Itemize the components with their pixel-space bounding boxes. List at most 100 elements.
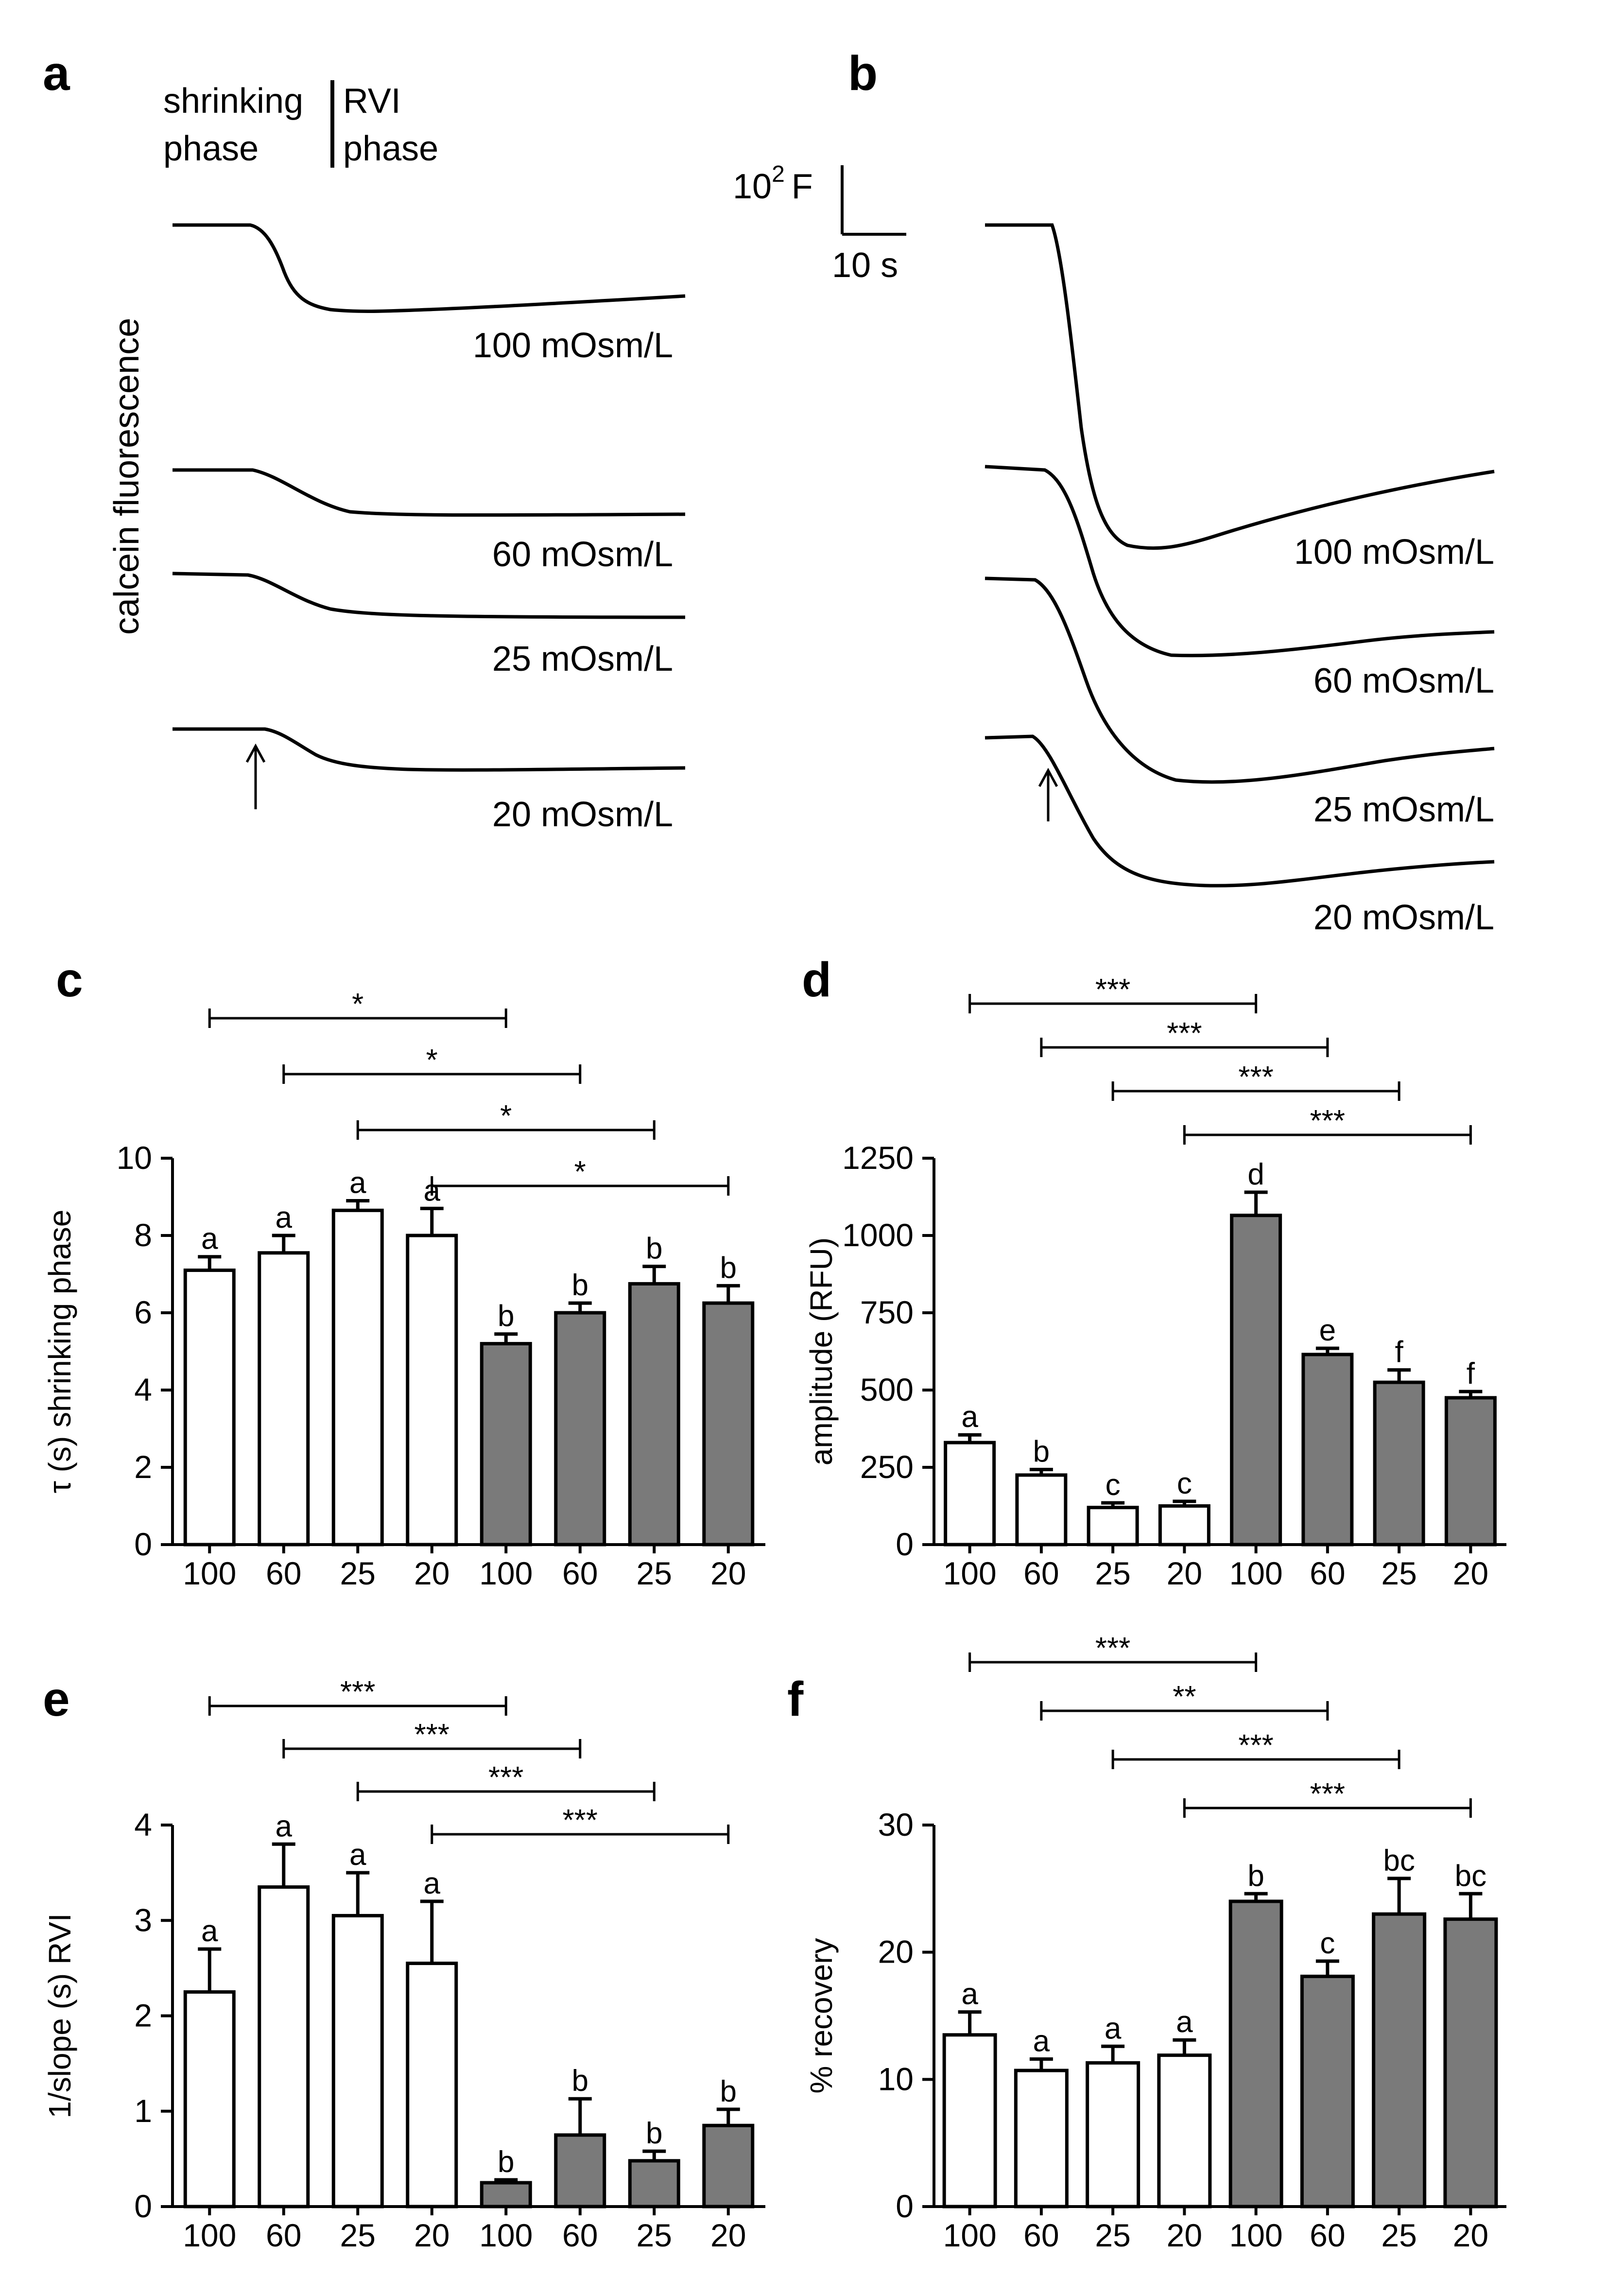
y-tick-label: 30 bbox=[878, 1807, 914, 1843]
sig-label: *** bbox=[1095, 973, 1130, 1007]
y-axis-title: τ (s) shrinking phase bbox=[42, 1210, 77, 1494]
trace-a-60 bbox=[173, 468, 686, 517]
trace-a-100 bbox=[173, 223, 686, 313]
x-tick-label: 20 bbox=[1453, 1555, 1488, 1591]
bar bbox=[702, 2123, 755, 2209]
bar bbox=[1373, 1380, 1425, 1547]
chart-e: 0 1 2 3 4 1/slope (s) RVI a 100 a 60 a 25 a 20 b 100 b 60… bbox=[42, 1675, 765, 2253]
bar-letter: a bbox=[349, 1166, 366, 1200]
bar-letter: b bbox=[498, 1300, 514, 1333]
bar bbox=[554, 1311, 606, 1547]
x-tick-label: 60 bbox=[562, 2217, 598, 2253]
bar bbox=[1443, 1917, 1498, 2209]
x-tick-label: 100 bbox=[1229, 1555, 1283, 1591]
bar-letter: e bbox=[1319, 1314, 1336, 1347]
bar-letter: a bbox=[961, 1978, 978, 2011]
bar-letter: b bbox=[646, 1232, 662, 1266]
sig-label: *** bbox=[488, 1761, 523, 1794]
trace-b-100 bbox=[985, 223, 1495, 550]
x-tick-label: 20 bbox=[1453, 2217, 1488, 2253]
bar-letter: a bbox=[276, 1201, 293, 1235]
bar-letter: f bbox=[1467, 1357, 1475, 1391]
x-tick-label: 20 bbox=[710, 2217, 746, 2253]
bar bbox=[1300, 1974, 1355, 2209]
bar-letter: b bbox=[1033, 1435, 1050, 1468]
bar bbox=[942, 2033, 997, 2209]
x-tick-label: 25 bbox=[1095, 1555, 1130, 1591]
bar-letter: f bbox=[1395, 1336, 1404, 1369]
bar bbox=[331, 1913, 384, 2209]
y-tick-label: 1250 bbox=[842, 1140, 914, 1176]
x-tick-label: 60 bbox=[1023, 2217, 1059, 2253]
x-tick-label: 60 bbox=[1310, 2217, 1345, 2253]
bar-letter: a bbox=[349, 1838, 366, 1872]
phase-left-line2: phase bbox=[163, 129, 259, 168]
panel-b: b 102 F 10 s 100 mOsm/L 60 mOsm/L 25 mOsm… bbox=[733, 46, 1495, 937]
bar bbox=[1228, 1899, 1283, 2209]
panel-e-letter: e bbox=[43, 1672, 70, 1726]
x-tick-label: 60 bbox=[266, 1555, 301, 1591]
sig-label: *** bbox=[1310, 1777, 1345, 1811]
x-tick-label: 100 bbox=[1229, 2217, 1283, 2253]
bar bbox=[628, 1282, 680, 1547]
sig-label: * bbox=[500, 1099, 512, 1133]
sig-label: * bbox=[574, 1155, 586, 1189]
bar bbox=[258, 1251, 310, 1547]
sig-label: * bbox=[352, 988, 363, 1021]
x-tick-label: 25 bbox=[637, 1555, 672, 1591]
y-tick-label: 8 bbox=[134, 1217, 152, 1253]
trace-b-25 bbox=[985, 576, 1495, 784]
y-tick-label: 0 bbox=[134, 2188, 152, 2224]
x-tick-label: 100 bbox=[183, 2217, 236, 2253]
panel-c-letter: c bbox=[56, 953, 83, 1007]
y-tick-label: 20 bbox=[878, 1934, 914, 1970]
x-tick-label: 25 bbox=[340, 1555, 376, 1591]
scale-bar-base: 10 bbox=[733, 167, 772, 206]
bar bbox=[944, 1441, 996, 1547]
bar-letter: c bbox=[1320, 1927, 1335, 1960]
y-tick-label: 3 bbox=[134, 1902, 152, 1938]
panel-f-letter: f bbox=[787, 1672, 804, 1726]
x-tick-label: 25 bbox=[340, 2217, 376, 2253]
sig-label: *** bbox=[1238, 1061, 1273, 1094]
y-tick-label: 750 bbox=[860, 1294, 914, 1330]
phase-right-line1: RVI bbox=[343, 82, 401, 121]
bar bbox=[1015, 1473, 1068, 1547]
y-tick-label: 500 bbox=[860, 1372, 914, 1408]
x-tick-label: 100 bbox=[183, 1555, 236, 1591]
bar-letter: c bbox=[1177, 1467, 1192, 1500]
bar bbox=[331, 1208, 384, 1547]
sig-label: *** bbox=[1167, 1017, 1202, 1050]
x-tick-label: 60 bbox=[1310, 1555, 1345, 1591]
bar-letter: b bbox=[720, 2075, 737, 2108]
x-tick-label: 60 bbox=[266, 2217, 301, 2253]
y-axis-title: % recovery bbox=[804, 1938, 839, 2093]
bar bbox=[406, 1234, 458, 1547]
sig-label: *** bbox=[340, 1675, 375, 1709]
x-tick-label: 25 bbox=[1095, 2217, 1130, 2253]
bar bbox=[1158, 1504, 1210, 1547]
phase-right-line2: phase bbox=[343, 129, 438, 168]
trace-a-25-label: 25 mOsm/L bbox=[492, 640, 673, 678]
bar-letter: a bbox=[201, 1222, 218, 1256]
bar-letter: bc bbox=[1455, 1859, 1486, 1893]
trace-a-100-label: 100 mOsm/L bbox=[473, 326, 673, 365]
sig-label: *** bbox=[1238, 1729, 1273, 1762]
panel-d-letter: d bbox=[802, 953, 831, 1007]
panel-a-letter: a bbox=[43, 46, 70, 101]
x-tick-label: 20 bbox=[710, 1555, 746, 1591]
x-tick-label: 25 bbox=[637, 2217, 672, 2253]
x-tick-label: 100 bbox=[479, 1555, 533, 1591]
bar-letter: a bbox=[1033, 2024, 1050, 2058]
panel-a: a shrinking phase RVI phase calcein fluo… bbox=[43, 46, 686, 834]
y-tick-label: 1000 bbox=[842, 1217, 914, 1253]
panel-a-ylabel: calcein fluorescence bbox=[107, 318, 146, 635]
bar-letter: d bbox=[1247, 1158, 1264, 1191]
y-tick-label: 10 bbox=[878, 2061, 914, 2097]
scale-bar-unit: F bbox=[792, 167, 813, 206]
bar bbox=[183, 1990, 236, 2209]
x-tick-label: 25 bbox=[1381, 1555, 1417, 1591]
x-tick-label: 60 bbox=[562, 1555, 598, 1591]
chart-f: 0 10 20 30 % recovery a 100 a 60 a 25 a 20 b 100 c 60 bc 2… bbox=[804, 1632, 1506, 2253]
